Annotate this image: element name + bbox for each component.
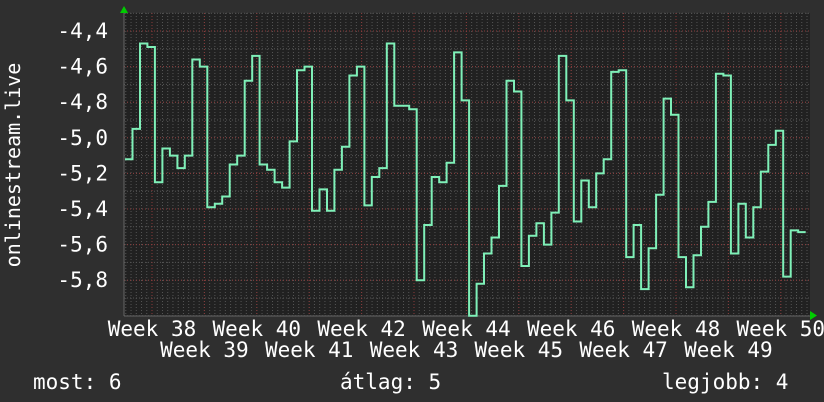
x-tick-label: Week 46 <box>527 317 616 341</box>
y-tick-label: -5,4 <box>57 197 108 221</box>
x-tick-label: Week 42 <box>317 317 406 341</box>
series-line <box>125 42 806 317</box>
x-axis-arrow-icon <box>810 311 817 320</box>
x-tick-label: Week 41 <box>265 338 354 362</box>
x-tick-label: Week 50 <box>737 317 824 341</box>
best-value: legjobb: 4 <box>662 370 789 394</box>
x-tick-label: Week 38 <box>108 317 197 341</box>
y-tick-label: -5,6 <box>57 233 108 257</box>
plot-area <box>124 13 810 316</box>
x-tick-label: Week 48 <box>632 317 721 341</box>
x-tick-label: Week 45 <box>475 338 564 362</box>
y-tick-label: -4,6 <box>57 55 108 79</box>
x-tick-label: Week 39 <box>160 338 249 362</box>
x-tick-label: Week 40 <box>213 317 302 341</box>
y-tick-label: -4,4 <box>57 19 108 43</box>
x-tick-label: Week 49 <box>684 338 773 362</box>
y-tick-label: -5,8 <box>57 268 108 292</box>
current-value: most: 6 <box>33 370 122 394</box>
y-axis: -4,4 -4,6 -4,8 -5,0 -5,2 -5,4 -5,6 -5,8 <box>57 13 125 316</box>
average-value: átlag: 5 <box>340 370 442 394</box>
y-axis-title: onlinestream.live <box>1 63 25 268</box>
x-tick-label: Week 44 <box>422 317 511 341</box>
y-tick-label: -5,2 <box>57 161 108 185</box>
y-axis-arrow-icon <box>120 6 128 13</box>
y-tick-label: -4,8 <box>57 90 108 114</box>
grid <box>124 12 810 317</box>
x-tick-label: Week 47 <box>579 338 668 362</box>
x-tick-label: Week 43 <box>370 338 459 362</box>
y-tick-label: -5,0 <box>57 126 108 150</box>
